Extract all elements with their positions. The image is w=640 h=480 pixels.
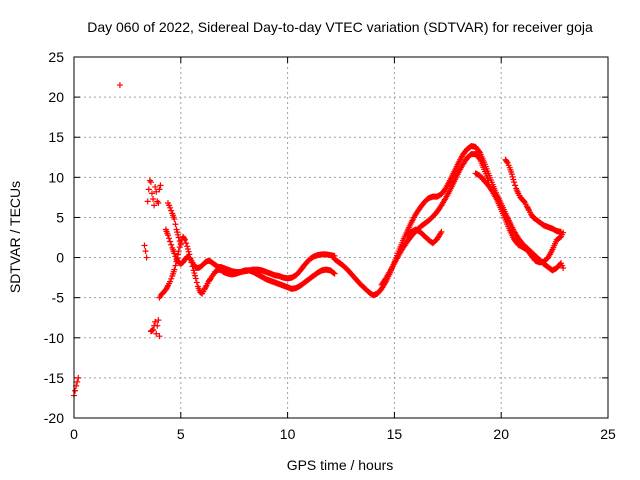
x-tick-label: 10 — [280, 426, 296, 442]
data-point — [168, 275, 175, 282]
data-point — [509, 173, 516, 180]
data-point — [330, 269, 337, 276]
data-point — [508, 171, 515, 178]
data-point — [153, 330, 160, 337]
data-point — [168, 207, 175, 214]
data-point — [152, 183, 159, 190]
data-point — [172, 262, 179, 269]
data-point — [156, 186, 163, 193]
data-point — [143, 254, 150, 261]
data-point — [166, 235, 173, 242]
data-point — [174, 231, 181, 238]
y-tick-label: 5 — [56, 209, 64, 225]
data-point — [560, 264, 567, 271]
data-point — [148, 190, 155, 197]
data-point — [184, 245, 191, 252]
data-point — [74, 378, 81, 385]
x-tick-label: 15 — [387, 426, 403, 442]
data-point — [438, 228, 445, 235]
chart-title: Day 060 of 2022, Sidereal Day-to-day VTE… — [87, 19, 593, 35]
data-points — [71, 82, 567, 399]
data-point — [512, 182, 519, 189]
data-point — [171, 266, 178, 273]
data-point — [177, 241, 184, 248]
data-point — [167, 278, 174, 285]
data-point — [185, 248, 192, 255]
x-tick-label: 25 — [600, 426, 616, 442]
data-point — [156, 333, 163, 340]
y-tick-label: 20 — [48, 89, 64, 105]
data-point — [72, 387, 79, 394]
data-point — [157, 182, 164, 189]
axes: 0 5 10 15 20 25 -20 -15 -10 -5 0 5 10 15 20 25 — [44, 49, 616, 442]
data-point — [558, 228, 565, 235]
data-point — [475, 148, 482, 155]
data-point — [168, 241, 175, 248]
data-point — [151, 202, 158, 209]
data-point — [171, 250, 178, 257]
data-point — [475, 154, 482, 161]
data-point — [173, 226, 180, 233]
data-point — [193, 279, 200, 286]
grid — [74, 57, 608, 418]
data-point — [331, 270, 338, 277]
data-point — [175, 234, 182, 241]
x-axis-label: GPS time / hours — [287, 457, 394, 473]
data-point — [191, 270, 198, 277]
data-point — [150, 195, 157, 202]
data-point — [152, 318, 159, 325]
data-point — [141, 242, 148, 249]
data-point — [182, 236, 189, 243]
data-point — [164, 283, 171, 290]
y-tick-label: 25 — [48, 49, 64, 65]
data-point — [192, 275, 199, 282]
data-point — [503, 158, 510, 165]
data-point — [116, 82, 123, 89]
y-tick-label: 10 — [48, 169, 64, 185]
y-tick-label: -10 — [44, 330, 64, 346]
data-point — [184, 243, 191, 250]
data-point — [147, 179, 154, 186]
data-point — [164, 232, 171, 239]
y-tick-label: 0 — [56, 250, 64, 266]
data-point — [190, 267, 197, 274]
data-point — [75, 374, 82, 381]
data-point — [525, 205, 532, 212]
data-point — [192, 272, 199, 279]
data-point — [174, 229, 181, 236]
data-point — [172, 221, 179, 228]
data-point — [144, 198, 151, 205]
data-point — [154, 322, 161, 329]
data-point — [145, 186, 152, 193]
y-axis-label: SDTVAR / TECUs — [7, 181, 23, 293]
x-tick-label: 20 — [493, 426, 509, 442]
y-tick-label: -20 — [44, 410, 64, 426]
data-point — [181, 235, 188, 242]
data-point — [511, 179, 518, 186]
data-point — [167, 238, 174, 245]
data-point — [150, 326, 157, 333]
data-point — [510, 176, 517, 183]
data-point — [155, 317, 162, 324]
data-point — [142, 248, 149, 255]
y-tick-label: 15 — [48, 129, 64, 145]
data-point — [153, 188, 160, 195]
x-tick-label: 0 — [70, 426, 78, 442]
data-point — [155, 200, 162, 207]
data-point — [171, 216, 178, 223]
data-point — [183, 240, 190, 247]
y-tick-label: -5 — [52, 290, 65, 306]
data-point — [176, 238, 183, 245]
y-tick-label: -15 — [44, 370, 64, 386]
data-point — [172, 253, 179, 260]
plot-frame — [73, 56, 609, 419]
x-tick-label: 5 — [177, 426, 185, 442]
data-point — [167, 204, 174, 211]
data-point — [202, 283, 209, 290]
